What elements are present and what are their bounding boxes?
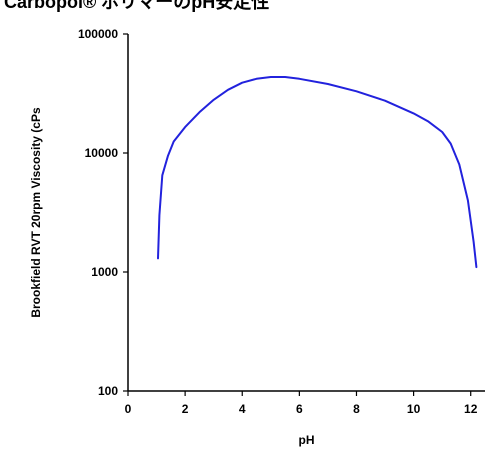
tick-labels: 0 2 4 6 8 10 12 100 1000 10000 100000 (78, 27, 478, 416)
chart-title: Carbopol® ポリマーのpH安定性 (4, 0, 269, 12)
x-tick-label: 6 (296, 402, 303, 416)
tick-marks (123, 33, 472, 396)
axes (127, 34, 485, 392)
y-tick-label: 100 (98, 384, 118, 398)
x-tick-label: 2 (182, 402, 189, 416)
x-tick-label: 8 (353, 402, 360, 416)
x-tick-label: 0 (125, 402, 132, 416)
x-axis-label: pH (299, 433, 315, 447)
x-tick-label: 12 (464, 402, 478, 416)
x-tick-label: 10 (407, 402, 421, 416)
y-axis-label: Brookfield RVT 20rpm Viscosity (cPs (29, 107, 43, 318)
series-line (157, 76, 478, 269)
y-tick-label: 100000 (78, 27, 118, 41)
x-tick-label: 4 (239, 402, 246, 416)
y-tick-label: 10000 (85, 146, 119, 160)
y-tick-label: 1000 (91, 265, 118, 279)
series-group (157, 76, 478, 269)
